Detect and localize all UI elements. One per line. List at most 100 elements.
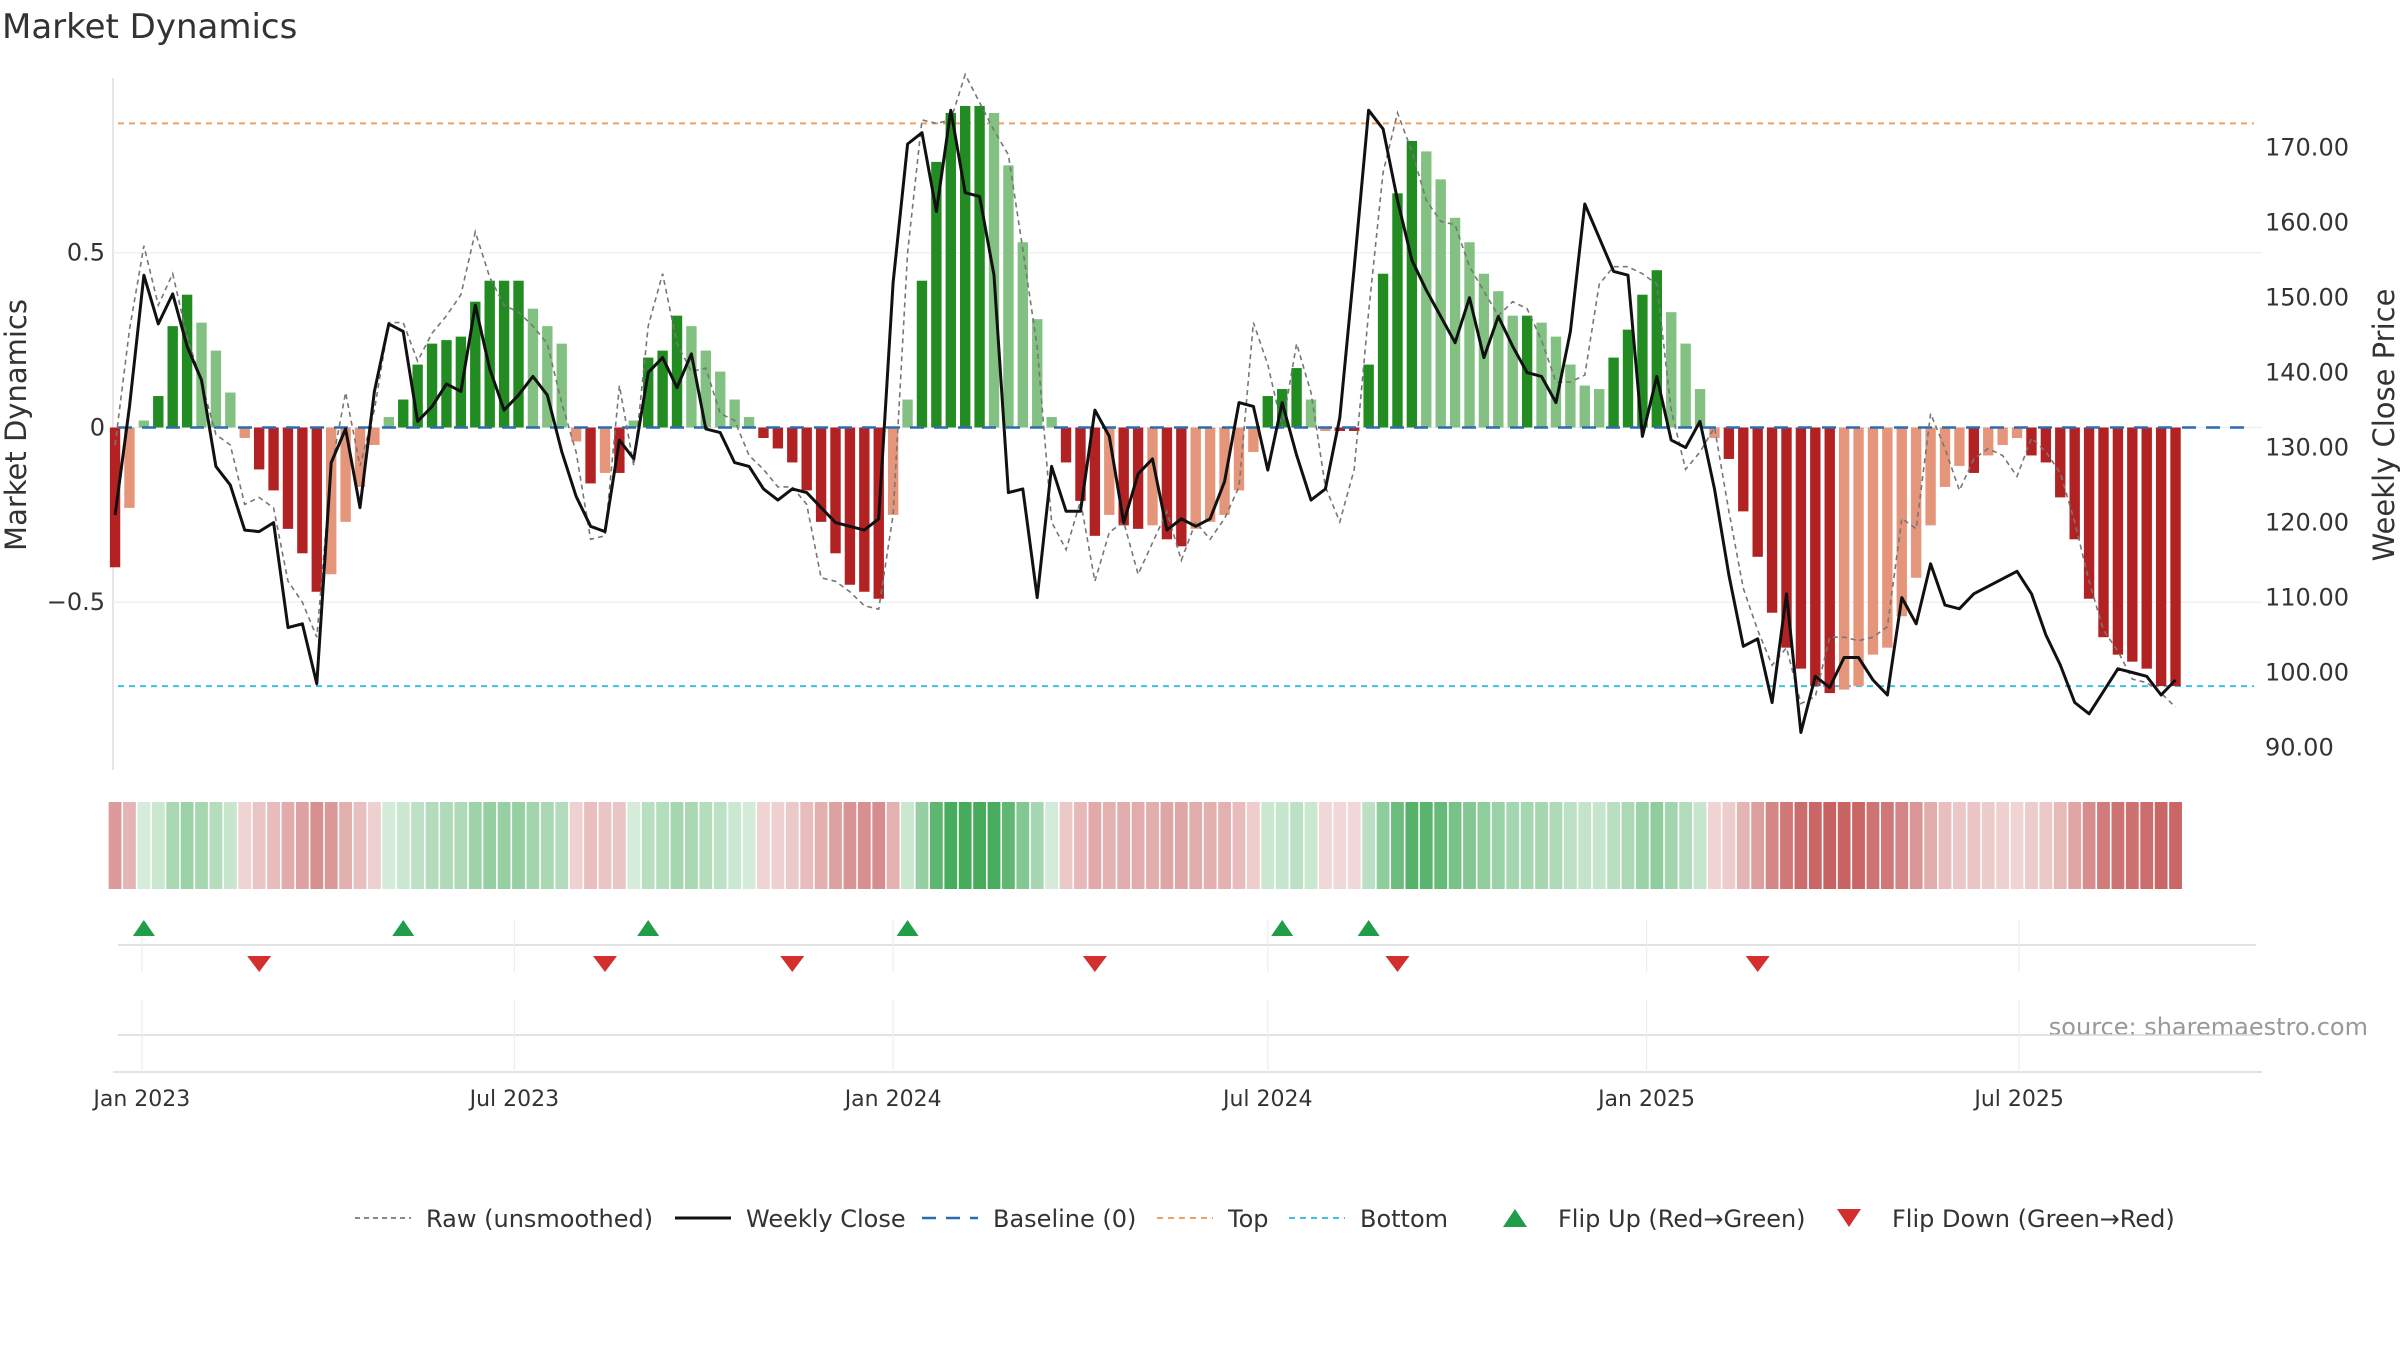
y2-tick-label: 110.00 xyxy=(2265,584,2349,612)
dynamics-bar xyxy=(1089,427,1101,536)
heat-cell xyxy=(915,802,929,889)
y2-tick-label: 140.00 xyxy=(2265,359,2349,387)
heat-cell xyxy=(1664,802,1678,889)
chart-title: Market Dynamics xyxy=(2,7,297,47)
weekly-close-line xyxy=(113,108,2177,734)
dynamics-bar xyxy=(585,427,596,484)
dynamics-bar xyxy=(1651,270,1663,428)
heat-cell xyxy=(641,802,655,889)
dynamics-bar xyxy=(1810,427,1821,687)
dynamics-bar xyxy=(239,427,250,438)
heat-cell xyxy=(1405,802,1419,889)
dynamics-bar xyxy=(1363,364,1374,428)
dynamics-bar xyxy=(1997,427,2008,445)
dynamics-bar xyxy=(787,427,798,463)
heat-cell xyxy=(612,802,626,889)
dynamics-bar xyxy=(815,427,827,522)
heat-cell xyxy=(1808,802,1822,889)
dynamics-bar xyxy=(1464,242,1475,428)
dynamics-bar xyxy=(614,427,625,473)
flip-down-marker xyxy=(1385,956,1410,972)
heat-cell xyxy=(958,802,972,889)
heat-cell xyxy=(1751,802,1765,889)
dynamics-bar xyxy=(2069,427,2080,540)
dynamics-bar xyxy=(426,343,438,428)
flip-up-marker xyxy=(896,920,919,936)
legend-label: Bottom xyxy=(1360,1205,1448,1233)
dynamics-bar xyxy=(2141,427,2152,669)
x-tick-label: Jan 2023 xyxy=(91,1087,190,1112)
dynamics-bar xyxy=(1983,427,1994,456)
legend-flip-down-swatch xyxy=(1837,1209,1861,1227)
dynamics-bar xyxy=(210,350,222,428)
heat-cell xyxy=(800,802,814,889)
heat-cell xyxy=(656,802,670,889)
heat-cell xyxy=(685,802,698,889)
dynamics-bar xyxy=(455,336,467,428)
heat-cell xyxy=(1088,802,1102,889)
dynamics-bar xyxy=(1723,427,1735,459)
dynamics-bar xyxy=(196,322,207,428)
dynamics-bar xyxy=(1666,312,1677,428)
heat-cell xyxy=(1953,802,1966,889)
heat-cell xyxy=(1218,802,1231,889)
heat-cell xyxy=(1333,802,1347,889)
heat-cell xyxy=(295,802,309,889)
dynamics-bar xyxy=(671,315,683,428)
legend-label: Top xyxy=(1227,1205,1269,1233)
heat-cell xyxy=(310,802,324,889)
heat-cell xyxy=(829,802,842,889)
dynamics-bar xyxy=(2098,427,2109,638)
y2-tick-label: 170.00 xyxy=(2265,134,2349,162)
heat-cell xyxy=(1203,802,1217,889)
heat-cell xyxy=(1491,802,1505,889)
x-tick-label: Jul 2023 xyxy=(468,1087,560,1112)
dynamics-bar xyxy=(1939,427,1951,487)
flip-up-marker xyxy=(1357,920,1380,936)
heat-cell xyxy=(1146,802,1159,889)
heat-cell xyxy=(2082,802,2096,889)
dynamics-bar xyxy=(1752,427,1763,557)
dynamics-bar xyxy=(1248,427,1259,452)
heat-cell xyxy=(670,802,684,889)
dynamics-bar xyxy=(801,427,812,491)
dynamics-bar xyxy=(1017,242,1029,428)
heat-cell xyxy=(1924,802,1937,889)
dynamics-bar xyxy=(181,294,193,428)
flip-down-marker xyxy=(780,956,805,972)
heat-cell xyxy=(1030,802,1044,889)
heat-cell xyxy=(1506,802,1520,889)
heat-cell xyxy=(742,802,756,889)
dynamics-bar xyxy=(772,427,784,449)
dynamics-bar xyxy=(1377,273,1389,428)
legend-label: Weekly Close xyxy=(746,1205,906,1233)
heat-cell xyxy=(627,802,641,889)
dynamics-bar xyxy=(369,427,380,445)
flip-up-marker xyxy=(392,920,415,936)
dynamics-bar xyxy=(1176,427,1187,547)
heat-cell xyxy=(166,802,180,889)
dynamics-bar xyxy=(1204,427,1216,522)
dynamics-bar xyxy=(1593,389,1605,428)
heat-cell xyxy=(1708,802,1721,889)
heat-cell xyxy=(1246,802,1260,889)
legend: Raw (unsmoothed) Weekly Close Baseline (0)… xyxy=(355,1205,2175,1233)
heat-cell xyxy=(440,802,453,889)
heat-cell xyxy=(1074,802,1087,889)
dynamics-bar xyxy=(1579,385,1590,428)
heat-cell xyxy=(1189,802,1203,889)
heat-cell xyxy=(1736,802,1750,889)
dynamics-bar xyxy=(1694,389,1706,428)
heat-cell xyxy=(843,802,857,889)
dynamics-bar xyxy=(1709,427,1720,438)
heat-cell xyxy=(2010,802,2024,889)
heat-cell xyxy=(339,802,353,889)
dynamics-bar xyxy=(643,357,654,428)
dynamics-bar xyxy=(1853,427,1864,687)
dynamics-bar xyxy=(2055,427,2066,498)
heat-cell xyxy=(252,802,266,889)
dynamics-bar xyxy=(1608,357,1619,428)
dynamics-bar xyxy=(1291,368,1302,428)
heat-cell xyxy=(1938,802,1952,889)
heat-cell xyxy=(713,802,727,889)
